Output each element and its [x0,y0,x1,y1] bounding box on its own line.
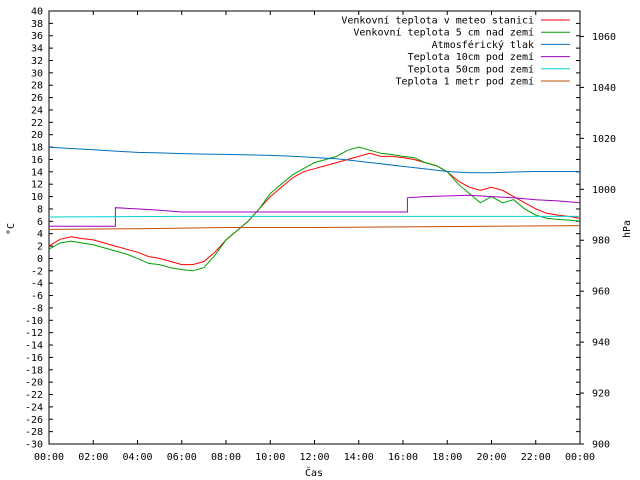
series-line-3 [48,146,580,174]
x-tick-label: 08:00 [211,452,241,463]
legend-label: Teplota 10cm pod zemí [408,51,534,63]
y-tick-label: 14 [31,167,43,178]
x-tick-label: 00:00 [565,452,595,463]
legend-label: Venkovní teplota 5 cm nad zemí [353,27,534,39]
y-tick-label: 12 [31,180,43,191]
x-tick-label: 16:00 [388,452,418,463]
x-tick-label: 14:00 [344,452,374,463]
x-tick-label: 22:00 [521,452,551,463]
y-tick-label: -14 [25,341,43,352]
y-tick-label: 38 [31,19,43,30]
y-tick-label: 18 [31,143,43,154]
y-tick-label: 30 [31,68,43,79]
y-tick-label: -28 [25,427,43,438]
y-tick-label: 0 [37,254,43,265]
y2-tick-label: 1000 [592,185,616,196]
y-tick-label: -16 [25,353,43,364]
x-tick-label: 00:00 [34,452,64,463]
y-tick-label: 32 [31,56,43,67]
x-axis-label: Čas [305,466,323,479]
y-axis-ticks: 4038363432302826242220181614121086420-2-… [25,7,580,451]
y-tick-label: 28 [31,81,43,92]
y-tick-label: -30 [25,440,43,451]
y-tick-label: -26 [25,415,43,426]
y2-tick-label: 900 [592,440,610,451]
x-tick-label: 12:00 [299,452,329,463]
y-tick-label: -6 [31,291,43,302]
y2-tick-label: 960 [592,287,610,298]
legend-label: Teplota 50cm pod zemí [408,63,534,75]
legend-label: Teplota 1 metr pod zemí [396,76,534,88]
y-tick-label: 8 [37,204,43,215]
y-tick-label: -20 [25,378,43,389]
y2-axis-label: hPa [622,220,633,238]
y-tick-label: 6 [37,217,43,228]
y-tick-label: 36 [31,31,43,42]
series-line-2 [48,146,581,272]
legend-label: Venkovní teplota v meteo stanici [341,15,534,27]
x-tick-label: 04:00 [122,452,152,463]
y-tick-label: 4 [37,229,43,240]
x-tick-label: 20:00 [476,452,506,463]
y-tick-label: -18 [25,365,43,376]
series-line-4 [49,194,581,227]
y2-tick-label: 920 [592,389,610,400]
x-axis-ticks: 00:00 02:00 04:00 06:00 08:00 10:00 12:00 14:00… [34,11,595,463]
legend: Venkovní teplota v meteo staniciVenkovní… [341,15,570,88]
y2-tick-label: 1060 [592,32,616,43]
y-tick-label: -4 [31,279,43,290]
y-tick-label: 26 [31,93,43,104]
y-tick-label: -2 [31,266,43,277]
y2-tick-label: 1040 [592,83,616,94]
y-tick-label: 10 [31,192,43,203]
y-tick-label: -24 [25,402,43,413]
series-line-5 [48,215,580,218]
series-layer [48,146,581,272]
y-tick-label: -8 [31,303,43,314]
y-tick-label: -12 [25,328,43,339]
y2-tick-label: 940 [592,338,610,349]
x-tick-label: 02:00 [78,452,108,463]
series-line-1 [48,152,581,266]
y-tick-label: -10 [25,316,43,327]
y2-tick-label: 980 [592,236,610,247]
legend-label: Atmosférický tlak [432,39,534,51]
y-tick-label: 40 [31,7,43,18]
x-tick-label: 18:00 [432,452,462,463]
x-tick-label: 06:00 [167,452,197,463]
y-tick-label: -22 [25,390,43,401]
y2-axis-ticks: 1060 1040 1020 1000 980 960 940 920 900 [580,32,616,451]
y-tick-label: 2 [37,242,43,253]
y-tick-label: 24 [31,105,43,116]
y2-tick-label: 1020 [592,134,616,145]
y-tick-label: 22 [31,118,43,129]
y-tick-label: 34 [31,44,43,55]
y-tick-label: 20 [31,130,43,141]
y-axis-label: °C [6,223,17,235]
series-line-6 [48,225,581,230]
y-tick-label: 16 [31,155,43,166]
x-tick-label: 10:00 [255,452,285,463]
